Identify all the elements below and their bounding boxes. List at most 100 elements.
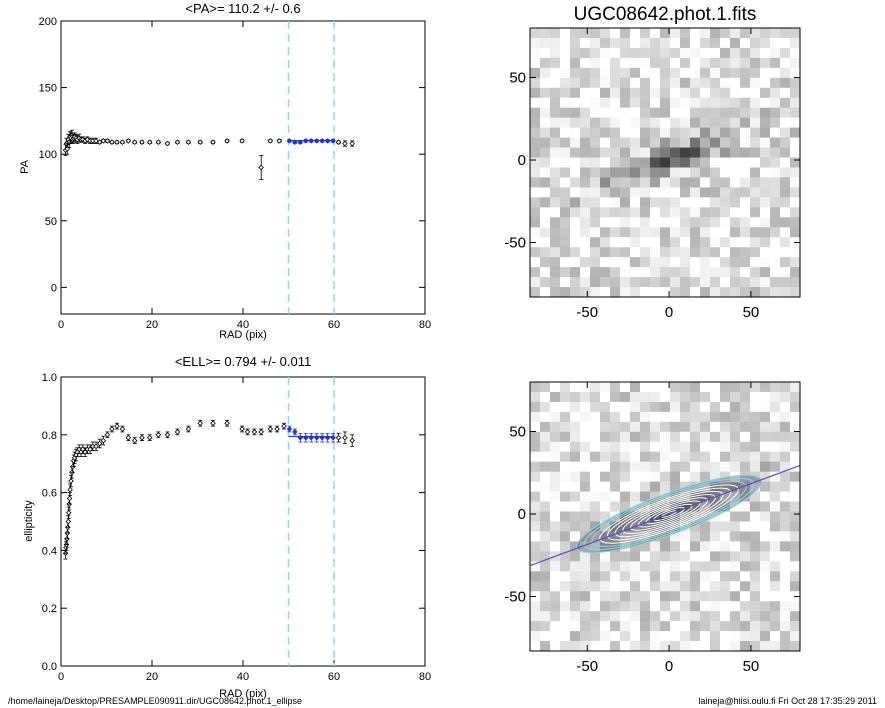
image-pixel bbox=[590, 167, 601, 178]
image-pixel bbox=[530, 257, 541, 268]
image-pixel bbox=[630, 541, 641, 552]
data-point bbox=[109, 139, 115, 145]
image-pixel bbox=[610, 57, 621, 69]
image-pixel bbox=[700, 611, 711, 622]
image-pixel bbox=[740, 581, 751, 592]
image-pixel bbox=[750, 207, 761, 218]
image-pixel bbox=[790, 277, 801, 288]
image-pixel bbox=[660, 621, 671, 632]
image-pixel bbox=[680, 631, 691, 642]
image-pixel bbox=[700, 127, 711, 139]
image-pixel bbox=[760, 511, 771, 522]
image-pixel bbox=[720, 207, 731, 218]
image-pixel bbox=[640, 461, 651, 473]
image-pixel bbox=[770, 287, 781, 298]
image-pixel bbox=[750, 107, 761, 119]
image-pixel bbox=[620, 401, 631, 413]
image-pixel bbox=[590, 97, 601, 109]
image-pixel bbox=[780, 247, 791, 258]
image-pixel bbox=[570, 187, 581, 198]
image-pixel bbox=[620, 57, 631, 69]
ell-title: <ELL>= 0.794 +/- 0.011 bbox=[175, 354, 311, 369]
image-pixel bbox=[630, 87, 641, 99]
image-pixel bbox=[550, 401, 561, 413]
image-pixel bbox=[740, 451, 751, 463]
image-pixel bbox=[610, 127, 621, 139]
image-pixel bbox=[620, 87, 631, 99]
image-pixel bbox=[730, 247, 741, 258]
image-pixel bbox=[660, 277, 671, 288]
image-pixel bbox=[720, 267, 731, 278]
image-pixel bbox=[580, 28, 591, 39]
image-pixel bbox=[730, 461, 741, 473]
image-pixel bbox=[640, 491, 651, 503]
image-pixel bbox=[570, 277, 581, 288]
image-pixel bbox=[770, 87, 781, 99]
image-pixel bbox=[690, 441, 701, 453]
image-pixel bbox=[560, 461, 571, 473]
img-bot-frame bbox=[529, 381, 801, 652]
image-pixel bbox=[770, 207, 781, 218]
image-pixel bbox=[550, 287, 561, 298]
y-tick-label: 0.2 bbox=[42, 603, 57, 615]
image-pixel bbox=[570, 217, 581, 228]
image-pixel bbox=[780, 581, 791, 592]
image-pixel bbox=[540, 177, 551, 188]
image-pixel bbox=[610, 591, 621, 602]
image-pixel bbox=[730, 197, 741, 208]
image-pixel bbox=[630, 277, 641, 288]
image-pixel bbox=[550, 97, 561, 109]
data-point bbox=[342, 434, 348, 441]
image-pixel bbox=[710, 441, 721, 453]
image-pixel bbox=[630, 127, 641, 139]
image-pixel bbox=[650, 227, 661, 238]
image-pixel bbox=[550, 267, 561, 278]
image-pixel bbox=[650, 631, 661, 642]
image-pixel bbox=[720, 167, 731, 178]
image-pixel bbox=[780, 237, 791, 248]
data-point bbox=[96, 440, 103, 447]
image-pixel bbox=[780, 277, 791, 288]
image-pixel bbox=[560, 382, 571, 393]
y-tick-label: -50 bbox=[504, 589, 526, 606]
image-pixel bbox=[760, 531, 771, 542]
image-pixel bbox=[790, 382, 801, 393]
image-pixel bbox=[690, 411, 701, 423]
data-point bbox=[65, 518, 72, 525]
image-pixel bbox=[690, 127, 701, 139]
image-pixel bbox=[760, 187, 771, 198]
image-pixel bbox=[770, 187, 781, 198]
image-pixel bbox=[610, 551, 621, 562]
image-pixel bbox=[540, 287, 551, 298]
image-pixel bbox=[730, 571, 741, 582]
image-pixel bbox=[760, 471, 771, 483]
image-pixel bbox=[620, 217, 631, 228]
image-pixel bbox=[640, 57, 651, 69]
image-pixel bbox=[700, 167, 711, 178]
image-pixel bbox=[550, 611, 561, 622]
data-point bbox=[125, 138, 132, 144]
image-pixel bbox=[610, 177, 621, 188]
image-pixel bbox=[550, 621, 561, 632]
image-pixel bbox=[730, 277, 741, 288]
image-pixel bbox=[620, 621, 631, 632]
image-pixel bbox=[720, 461, 731, 473]
image-pixel bbox=[680, 391, 691, 403]
image-pixel bbox=[770, 67, 781, 79]
image-pixel bbox=[610, 167, 621, 178]
image-pixel bbox=[710, 531, 721, 542]
data-point bbox=[185, 426, 192, 432]
image-pixel bbox=[760, 127, 771, 139]
image-pixel bbox=[710, 391, 721, 403]
image-pixel bbox=[530, 571, 541, 582]
image-pixel bbox=[540, 461, 551, 473]
image-pixel bbox=[750, 411, 761, 423]
y-tick-label: 100 bbox=[39, 149, 57, 161]
image-pixel bbox=[550, 207, 561, 218]
image-pixel bbox=[610, 521, 621, 532]
image-pixel bbox=[740, 621, 751, 632]
image-pixel bbox=[570, 471, 581, 483]
image-pixel bbox=[640, 177, 651, 188]
image-pixel bbox=[670, 267, 681, 278]
footer-path: /home/laineja/Desktop/PRESAMPLE090911.di… bbox=[8, 696, 302, 706]
